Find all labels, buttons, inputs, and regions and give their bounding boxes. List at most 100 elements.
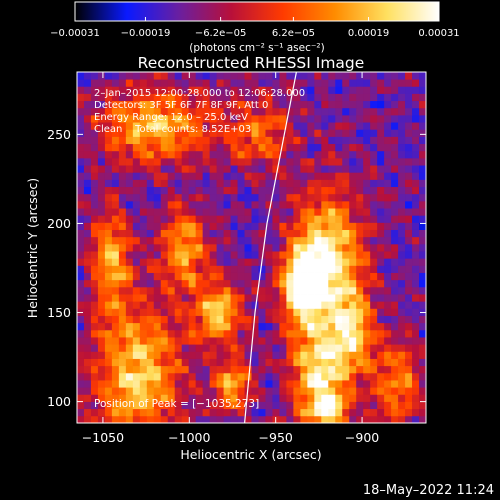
heatmap-cell	[370, 165, 378, 173]
heatmap-cell	[328, 322, 336, 331]
heatmap-cell	[363, 129, 371, 137]
heatmap-cell	[118, 165, 127, 173]
heatmap-cell	[111, 215, 120, 223]
heatmap-cell	[202, 329, 211, 338]
heatmap-cell	[398, 308, 406, 316]
heatmap-cell	[265, 86, 273, 94]
heatmap-cell	[195, 229, 204, 238]
heatmap-cell	[265, 408, 273, 417]
heatmap-cell	[146, 408, 155, 417]
heatmap-cell	[335, 329, 343, 338]
heatmap-cell	[363, 243, 371, 252]
heatmap-cell	[370, 93, 378, 102]
heatmap-cell	[363, 114, 371, 123]
heatmap-cell	[153, 372, 162, 381]
heatmap-cell	[146, 265, 155, 273]
heatmap-cell	[244, 93, 252, 102]
heatmap-cell	[195, 315, 204, 324]
heatmap-cell	[216, 315, 224, 324]
heatmap-cell	[167, 415, 176, 423]
heatmap-cell	[356, 215, 364, 223]
heatmap-cell	[384, 72, 392, 80]
heatmap-cell	[83, 208, 92, 216]
heatmap-cell	[405, 286, 413, 295]
heatmap-cell	[160, 136, 169, 145]
heatmap-cell	[412, 86, 420, 94]
heatmap-cell	[405, 394, 413, 402]
heatmap-cell	[132, 200, 141, 209]
heatmap-cell	[90, 107, 99, 116]
heatmap-cell	[104, 86, 113, 94]
heatmap-cell	[237, 279, 245, 288]
heatmap-cell	[419, 401, 426, 410]
heatmap-cell	[251, 193, 259, 202]
heatmap-cell	[139, 114, 148, 123]
heatmap-cell	[104, 172, 113, 180]
heatmap-cell	[181, 258, 190, 266]
heatmap-cell	[174, 294, 183, 302]
heatmap-cell	[251, 79, 259, 87]
heatmap-cell	[97, 251, 106, 259]
heatmap-cell	[195, 129, 204, 137]
heatmap-cell	[223, 329, 231, 338]
heatmap-cell	[258, 415, 266, 423]
heatmap-cell	[342, 294, 350, 302]
heatmap-cell	[132, 286, 141, 295]
heatmap-cell	[314, 215, 322, 223]
heatmap-cell	[384, 157, 392, 166]
heatmap-cell	[363, 387, 371, 395]
heatmap-cell	[132, 408, 141, 417]
heatmap-cell	[279, 387, 287, 395]
heatmap-cell	[391, 122, 399, 130]
heatmap-cell	[132, 129, 141, 137]
heatmap-cell	[230, 294, 238, 302]
heatmap-cell	[398, 193, 406, 202]
heatmap-cell	[398, 100, 406, 109]
heatmap-cell	[251, 272, 259, 281]
heatmap-cell	[125, 415, 134, 423]
heatmap-cell	[160, 236, 169, 245]
heatmap-cell	[251, 365, 259, 374]
heatmap-cell	[132, 172, 141, 180]
heatmap-cell	[258, 329, 266, 338]
heatmap-cell	[160, 265, 169, 273]
heatmap-cell	[111, 222, 120, 230]
heatmap-cell	[258, 107, 266, 116]
heatmap-cell	[125, 208, 134, 216]
heatmap-cell	[377, 329, 385, 338]
heatmap-cell	[265, 157, 273, 166]
heatmap-cell	[174, 215, 183, 223]
heatmap-cell	[286, 215, 294, 223]
heatmap-cell	[370, 208, 378, 216]
heatmap-cell	[90, 157, 99, 166]
heatmap-cell	[83, 86, 92, 94]
heatmap-cell	[83, 365, 92, 374]
heatmap-cell	[335, 150, 343, 159]
heatmap-cell	[153, 136, 162, 145]
heatmap-cell	[363, 107, 371, 116]
heatmap-cell	[90, 258, 99, 266]
heatmap-cell	[195, 272, 204, 281]
heatmap-cell	[139, 322, 148, 331]
heatmap-cell	[251, 279, 259, 288]
heatmap-cell	[349, 408, 357, 417]
heatmap-cell	[118, 200, 127, 209]
heatmap-cell	[286, 380, 294, 388]
heatmap-cell	[181, 387, 190, 395]
heatmap-cell	[244, 315, 252, 324]
heatmap-cell	[307, 193, 315, 202]
heatmap-cell	[300, 308, 308, 316]
heatmap-cell	[265, 401, 273, 410]
heatmap-cell	[419, 122, 426, 130]
heatmap-cell	[202, 322, 211, 331]
heatmap-cell	[195, 179, 204, 188]
heatmap-cell	[412, 329, 420, 338]
heatmap-cell	[160, 72, 169, 80]
heatmap-cell	[363, 215, 371, 223]
heatmap-cell	[146, 150, 155, 159]
heatmap-cell	[412, 186, 420, 195]
heatmap-cell	[377, 79, 385, 87]
heatmap-cell	[223, 251, 231, 259]
heatmap-cell	[286, 186, 294, 195]
heatmap-cell	[83, 236, 92, 245]
